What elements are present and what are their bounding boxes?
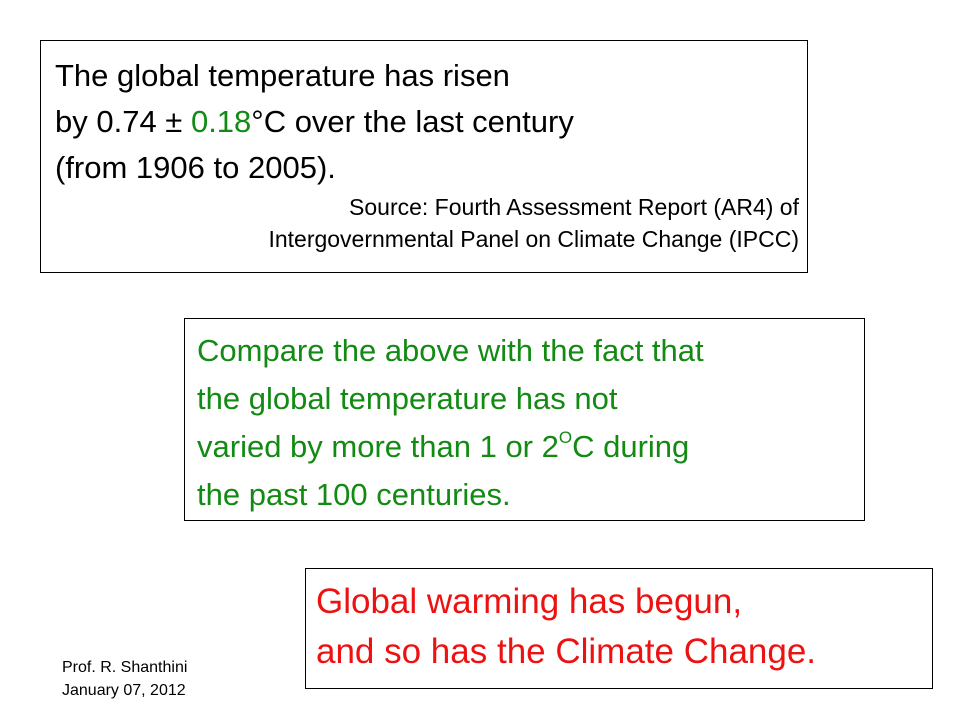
author: Prof. R. Shanthini xyxy=(62,659,188,676)
statement-line: The global temperature has risen xyxy=(55,58,510,93)
comparison-box: Compare the above with the fact that the… xyxy=(184,318,865,521)
statement-line: (from 1906 to 2005). xyxy=(55,150,336,185)
footer: Prof. R. Shanthini January 07, 2012 xyxy=(62,656,187,702)
statement-box: The global temperature has risen by 0.74… xyxy=(40,40,808,273)
superscript: O xyxy=(558,428,573,447)
source-line: Source: Fourth Assessment Report (AR4) o… xyxy=(349,194,799,220)
comparison-line: varied by more than 1 or 2OC during xyxy=(197,423,864,471)
source-line: Intergovernmental Panel on Climate Chang… xyxy=(268,226,799,252)
text: C during xyxy=(572,429,690,464)
conclusion-line: and so has the Climate Change. xyxy=(316,632,817,671)
comparison-line: the global temperature has not xyxy=(197,381,618,416)
text: by 0.74 ± xyxy=(55,104,183,139)
highlight: 0.18 xyxy=(190,104,252,139)
conclusion-box: Global warming has begun, and so has the… xyxy=(305,568,933,689)
comparison-line: Compare the above with the fact that xyxy=(197,333,704,368)
comparison-line: the past 100 centuries. xyxy=(197,477,511,512)
date: January 07, 2012 xyxy=(62,682,186,699)
text: °C over the last century xyxy=(251,104,574,139)
text: varied by more than 1 or 2 xyxy=(197,429,559,464)
conclusion-line: Global warming has begun, xyxy=(316,582,743,621)
statement-line: by 0.74 ± 0.18°C over the last century xyxy=(55,99,807,145)
